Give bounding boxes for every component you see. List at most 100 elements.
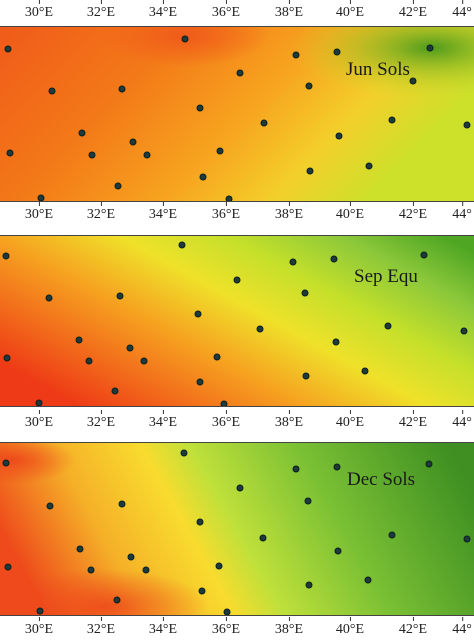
station-marker xyxy=(37,194,45,201)
station-marker xyxy=(236,484,244,492)
station-marker xyxy=(334,547,342,555)
tick-44e: 44° xyxy=(452,410,472,430)
longitude-axis-bottom: 30°E 32°E 34°E 36°E 38°E 40°E 42°E 44° xyxy=(0,617,474,643)
station-marker xyxy=(289,258,297,266)
station-marker xyxy=(196,378,204,386)
station-marker xyxy=(305,581,313,589)
station-marker xyxy=(388,531,396,539)
sep-equ-surface xyxy=(0,236,474,406)
tick-34e: 34°E xyxy=(148,410,178,430)
tick-44e: 44° xyxy=(452,617,472,637)
tick-40e: 40°E xyxy=(335,0,365,20)
station-marker xyxy=(333,48,341,56)
station-marker xyxy=(118,500,126,508)
station-marker xyxy=(215,562,223,570)
station-marker xyxy=(460,327,468,335)
tick-30e: 30°E xyxy=(24,617,54,637)
station-marker xyxy=(384,322,392,330)
map-panel-dec-sols: Dec Sols xyxy=(0,442,474,616)
map-panel-sep-equ: Sep Equ xyxy=(0,235,474,407)
station-marker xyxy=(35,399,43,406)
station-marker xyxy=(225,195,233,201)
tick-38e: 38°E xyxy=(274,410,304,430)
jun-sols-surface xyxy=(0,27,474,201)
station-marker xyxy=(78,129,86,137)
station-marker xyxy=(88,151,96,159)
station-marker xyxy=(4,45,12,53)
station-marker xyxy=(46,502,54,510)
tick-36e: 36°E xyxy=(211,202,241,222)
station-marker xyxy=(76,545,84,553)
station-marker xyxy=(420,251,428,259)
panel-label-dec-sols: Dec Sols xyxy=(347,469,416,490)
tick-34e: 34°E xyxy=(148,0,178,20)
station-marker xyxy=(364,576,372,584)
tick-38e: 38°E xyxy=(274,0,304,20)
station-marker xyxy=(256,325,264,333)
station-marker xyxy=(361,367,369,375)
station-marker xyxy=(194,310,202,318)
station-marker xyxy=(236,69,244,77)
station-marker xyxy=(85,357,93,365)
tick-36e: 36°E xyxy=(211,410,241,430)
station-marker xyxy=(143,151,151,159)
station-marker xyxy=(259,534,267,542)
station-marker xyxy=(220,400,228,406)
station-marker xyxy=(180,449,188,457)
tick-44e: 44° xyxy=(452,202,472,222)
station-marker xyxy=(332,338,340,346)
station-marker xyxy=(116,292,124,300)
station-marker xyxy=(335,132,343,140)
station-marker xyxy=(425,460,433,468)
station-marker xyxy=(330,255,338,263)
station-marker xyxy=(304,497,312,505)
station-marker xyxy=(305,82,313,90)
station-marker xyxy=(333,463,341,471)
tick-44e: 44° xyxy=(452,0,472,20)
station-marker xyxy=(463,535,471,543)
station-marker xyxy=(75,336,83,344)
tick-30e: 30°E xyxy=(24,0,54,20)
tick-36e: 36°E xyxy=(211,617,241,637)
station-marker xyxy=(178,241,186,249)
longitude-axis-2: 30°E 32°E 34°E 36°E 38°E 40°E 42°E 44° xyxy=(0,410,474,436)
tick-30e: 30°E xyxy=(24,202,54,222)
station-marker xyxy=(4,563,12,571)
station-marker xyxy=(223,608,231,615)
station-marker xyxy=(36,607,44,615)
tick-32e: 32°E xyxy=(86,617,116,637)
station-marker xyxy=(113,596,121,604)
tick-36e: 36°E xyxy=(211,0,241,20)
station-marker xyxy=(388,116,396,124)
station-marker xyxy=(306,167,314,175)
station-marker xyxy=(6,149,14,157)
station-marker xyxy=(129,138,137,146)
station-marker xyxy=(216,147,224,155)
tick-42e: 42°E xyxy=(398,202,428,222)
station-marker xyxy=(196,518,204,526)
tick-40e: 40°E xyxy=(335,202,365,222)
station-marker xyxy=(118,85,126,93)
panel-label-sep-equ: Sep Equ xyxy=(354,266,418,287)
tick-38e: 38°E xyxy=(274,617,304,637)
map-panel-jun-sols: Jun Sols xyxy=(0,26,474,202)
longitude-axis-1: 30°E 32°E 34°E 36°E 38°E 40°E 42°E 44° xyxy=(0,202,474,228)
station-marker xyxy=(409,77,417,85)
station-marker xyxy=(426,44,434,52)
station-marker xyxy=(302,372,310,380)
station-marker xyxy=(142,566,150,574)
station-marker xyxy=(196,104,204,112)
station-marker xyxy=(199,173,207,181)
tick-30e: 30°E xyxy=(24,410,54,430)
tick-32e: 32°E xyxy=(86,410,116,430)
dec-sols-surface xyxy=(0,443,474,615)
station-marker xyxy=(233,276,241,284)
station-marker xyxy=(463,121,471,129)
tick-40e: 40°E xyxy=(335,410,365,430)
station-marker xyxy=(3,354,11,362)
panel-label-jun-sols: Jun Sols xyxy=(346,59,410,80)
station-marker xyxy=(181,35,189,43)
station-marker xyxy=(213,353,221,361)
tick-42e: 42°E xyxy=(398,410,428,430)
tick-32e: 32°E xyxy=(86,0,116,20)
